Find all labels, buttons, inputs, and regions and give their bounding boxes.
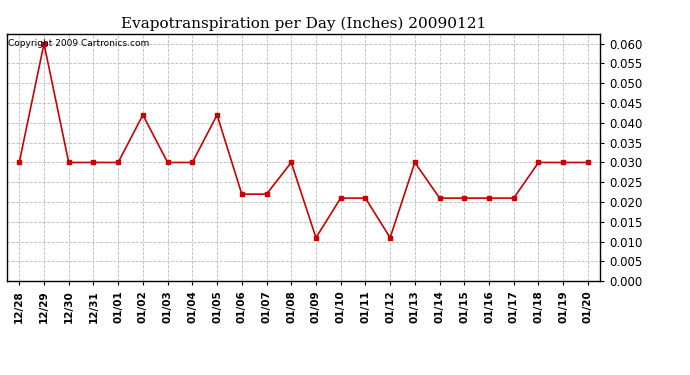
Text: Copyright 2009 Cartronics.com: Copyright 2009 Cartronics.com (8, 39, 149, 48)
Title: Evapotranspiration per Day (Inches) 20090121: Evapotranspiration per Day (Inches) 2009… (121, 17, 486, 31)
